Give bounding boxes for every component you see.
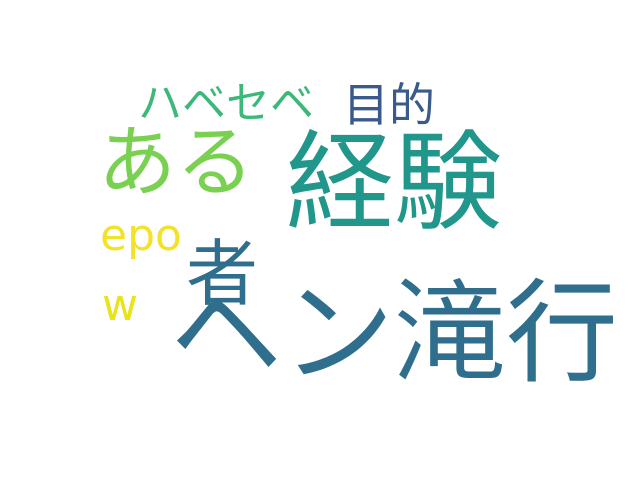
word-epo: epo (100, 210, 182, 261)
word-mokuteki: 目的 (343, 78, 435, 132)
word-keiken: 経験 (286, 121, 503, 246)
word-hen-takigyo: ヘン滝行 (170, 269, 618, 399)
word-habesebe: ハベセベ (138, 78, 314, 129)
word-w: w (102, 280, 138, 331)
word-aru: ある (98, 118, 255, 208)
word-sha: 者 (186, 232, 259, 316)
